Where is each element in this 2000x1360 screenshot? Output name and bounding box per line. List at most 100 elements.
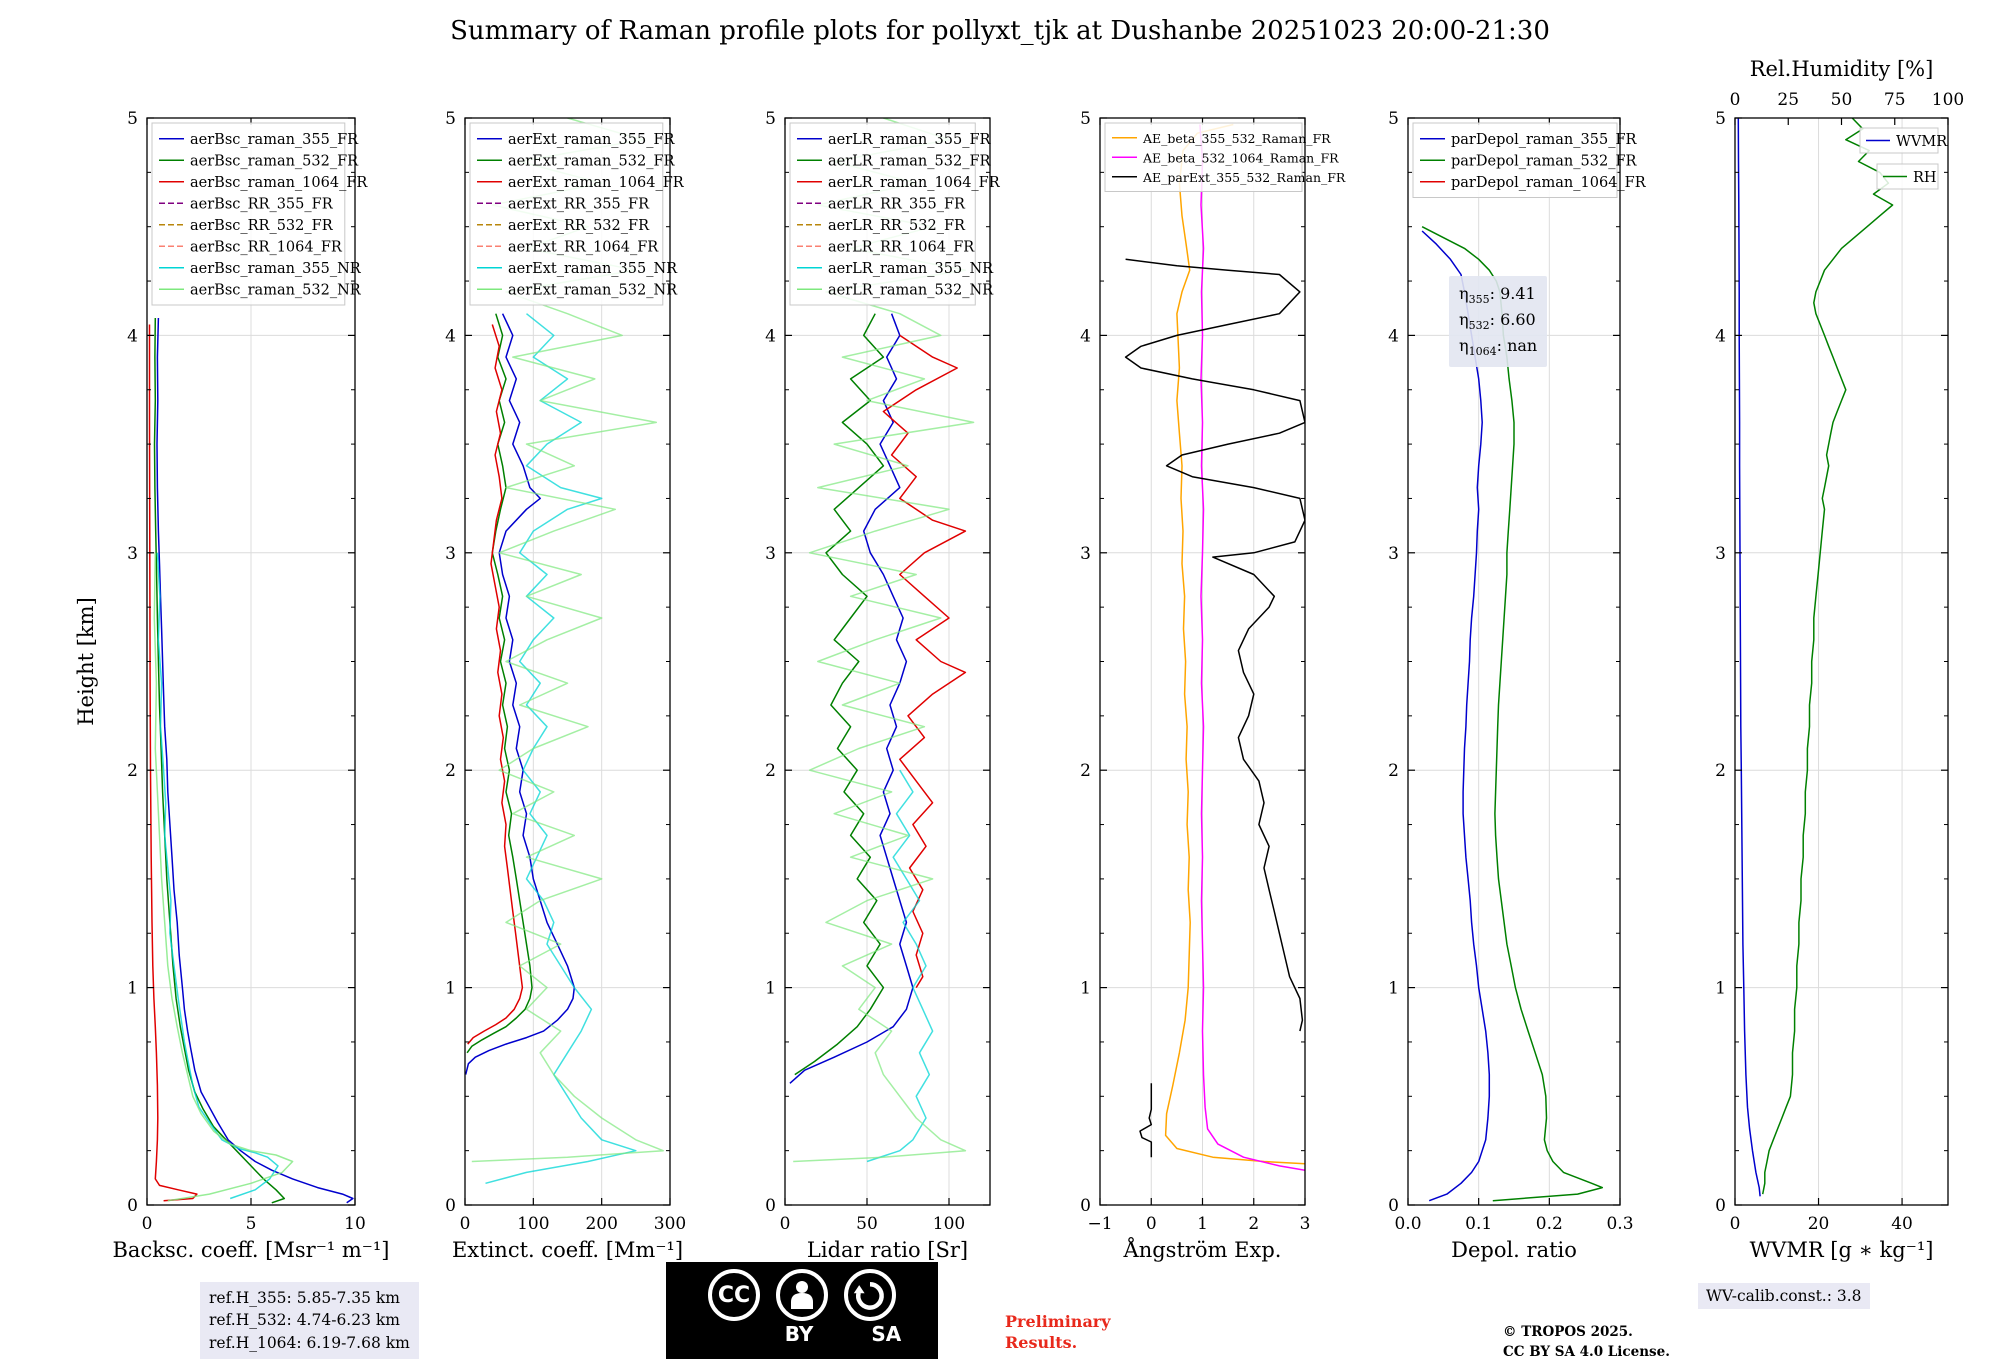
panel-wvmr: 0 20 40 0 25 50 75 100 Rel.Humidity [%] 0 1 2 3 4 5 WVM… (1715, 57, 1964, 1262)
series-aerLR_raman_1064_FR (882, 334, 967, 988)
svg-text:aerBsc_raman_1064_FR: aerBsc_raman_1064_FR (190, 175, 368, 191)
svg-text:300: 300 (654, 1214, 686, 1234)
svg-text:parDepol_raman_1064_FR: parDepol_raman_1064_FR (1451, 175, 1647, 191)
ylabel-height: Height [km] (74, 597, 98, 726)
xlabel-backscatter: Backsc. coeff. [Msr⁻¹ m⁻¹] (113, 1238, 390, 1262)
figure-title: Summary of Raman profile plots for polly… (450, 16, 1550, 46)
cc-by-person-icon (776, 1269, 828, 1321)
svg-text:1: 1 (127, 979, 138, 999)
svg-text:0: 0 (1146, 1214, 1157, 1234)
svg-text:0.1: 0.1 (1465, 1214, 1492, 1234)
svg-text:aerLR_RR_355_FR: aerLR_RR_355_FR (828, 196, 966, 212)
panel-extinction: 0 100 200 300 0 1 2 3 4 5 Extinct. coeff. [Mm⁻¹] ae… (445, 109, 686, 1262)
svg-text:5: 5 (1388, 109, 1399, 129)
svg-text:75: 75 (1884, 90, 1906, 110)
depol-eta-annotation: η355: 9.41 η532: 6.60 η1064: nan (1449, 276, 1548, 367)
panel-depol-ratio: 0.0 0.1 0.2 0.3 0 1 2 3 4 5 Depol. ratio parDepol_r… (1388, 109, 1647, 1262)
series-RH (1761, 118, 1894, 1195)
xlabel-wvmr: WVMR [g ∗ kg⁻¹] (1750, 1238, 1934, 1262)
svg-text:parDepol_raman_532_FR: parDepol_raman_532_FR (1451, 153, 1638, 169)
wv-calib-note: WV-calib.const.: 3.8 (1698, 1283, 1870, 1309)
svg-text:0: 0 (1080, 1196, 1091, 1216)
series-AE_beta_532_1064_Raman_FR (1199, 124, 1305, 1171)
svg-text:40: 40 (1891, 1214, 1913, 1234)
svg-text:aerBsc_RR_355_FR: aerBsc_RR_355_FR (190, 196, 334, 212)
ref-height-1064: ref.H_1064: 6.19-7.68 km (209, 1333, 410, 1352)
svg-text:aerBsc_RR_1064_FR: aerBsc_RR_1064_FR (190, 239, 343, 255)
series-WVMR (1737, 118, 1761, 1197)
svg-text:0: 0 (445, 1196, 456, 1216)
cc-sa-arrow-icon (844, 1269, 896, 1321)
series-aerLR_raman_355_FR (789, 313, 914, 1084)
xlabel-depol-ratio: Depol. ratio (1451, 1238, 1577, 1262)
svg-text:AE_parExt_355_532_Raman_FR: AE_parExt_355_532_Raman_FR (1142, 170, 1346, 185)
svg-text:aerLR_raman_1064_FR: aerLR_raman_1064_FR (828, 175, 1001, 191)
eta-532-line: η532: 6.60 (1459, 310, 1536, 333)
svg-text:100: 100 (1932, 90, 1964, 110)
svg-text:aerBsc_RR_532_FR: aerBsc_RR_532_FR (190, 218, 334, 234)
svg-text:aerBsc_raman_355_FR: aerBsc_raman_355_FR (190, 132, 359, 148)
ref-height-532: ref.H_532: 4.74-6.23 km (209, 1311, 400, 1330)
svg-text:3: 3 (445, 544, 456, 564)
legend-extinction (469, 122, 664, 306)
series-aerExt_raman_1064_FR (467, 324, 524, 1045)
svg-text:0: 0 (1715, 1196, 1726, 1216)
series-aerLR_raman_355_NR (866, 769, 934, 1163)
svg-text:0: 0 (765, 1196, 776, 1216)
svg-text:AE_beta_355_532_Raman_FR: AE_beta_355_532_Raman_FR (1142, 131, 1331, 146)
svg-text:−1: −1 (1087, 1214, 1112, 1234)
svg-text:0: 0 (460, 1214, 471, 1234)
svg-text:0: 0 (1388, 1196, 1399, 1216)
series-parDepol_raman_355_FR (1421, 230, 1491, 1202)
svg-text:aerBsc_raman_532_FR: aerBsc_raman_532_FR (190, 153, 359, 169)
xlabel-lidar-ratio: Lidar ratio [Sr] (807, 1238, 968, 1262)
series-aerBsc_raman_1064_FR (148, 324, 198, 1202)
svg-text:20: 20 (1808, 1214, 1830, 1234)
svg-text:0: 0 (142, 1214, 153, 1234)
svg-text:aerLR_RR_532_FR: aerLR_RR_532_FR (828, 218, 966, 234)
svg-text:10: 10 (344, 1214, 366, 1234)
svg-text:parDepol_raman_355_FR: parDepol_raman_355_FR (1451, 132, 1638, 148)
cc-logo-icon: CC (708, 1269, 760, 1321)
svg-text:3: 3 (1388, 544, 1399, 564)
svg-text:3: 3 (765, 544, 776, 564)
svg-text:1: 1 (765, 979, 776, 999)
ref-height-355: ref.H_355: 5.85-7.35 km (209, 1289, 400, 1307)
svg-text:aerExt_RR_1064_FR: aerExt_RR_1064_FR (508, 239, 659, 255)
svg-text:0.2: 0.2 (1536, 1214, 1563, 1234)
cc-icons-row: CC (708, 1269, 896, 1321)
svg-text:4: 4 (445, 326, 456, 346)
svg-text:0: 0 (780, 1214, 791, 1234)
xlabel-extinction: Extinct. coeff. [Mm⁻¹] (452, 1238, 683, 1262)
legend-depol-ratio (1412, 122, 1618, 198)
svg-text:100: 100 (933, 1214, 965, 1234)
svg-text:1: 1 (1197, 1214, 1208, 1234)
svg-text:aerLR_raman_532_NR: aerLR_raman_532_NR (828, 282, 994, 298)
svg-text:aerExt_raman_532_FR: aerExt_raman_532_FR (508, 153, 676, 169)
svg-text:50: 50 (856, 1214, 878, 1234)
svg-text:2: 2 (445, 761, 456, 781)
series-parDepol_raman_532_FR (1421, 226, 1604, 1202)
svg-text:5: 5 (246, 1214, 257, 1234)
panel-backscatter: 0 5 10 0 1 2 3 4 5 Backsc. coeff. [Msr⁻¹ m⁻¹] Heig… (74, 109, 389, 1262)
series-AE_beta_355_532_Raman_FR (1164, 123, 1305, 1165)
svg-text:2: 2 (1715, 761, 1726, 781)
svg-text:WVMR: WVMR (1896, 134, 1948, 150)
svg-text:2: 2 (765, 761, 776, 781)
svg-text:5: 5 (765, 109, 776, 129)
svg-text:0: 0 (127, 1196, 138, 1216)
svg-text:2: 2 (127, 761, 138, 781)
svg-text:1: 1 (445, 979, 456, 999)
svg-text:5: 5 (1080, 109, 1091, 129)
eta-355-line: η355: 9.41 (1459, 284, 1536, 307)
eta-1064-line: η1064: nan (1459, 336, 1538, 359)
series-aerLR_raman_532_FR (794, 313, 885, 1076)
svg-text:3: 3 (127, 544, 138, 564)
svg-text:100: 100 (517, 1214, 549, 1234)
svg-text:1: 1 (1715, 979, 1726, 999)
svg-text:aerExt_raman_355_FR: aerExt_raman_355_FR (508, 132, 676, 148)
svg-text:2: 2 (1248, 1214, 1259, 1234)
svg-text:2: 2 (1080, 761, 1091, 781)
cc-by-label: BY (784, 1322, 814, 1346)
